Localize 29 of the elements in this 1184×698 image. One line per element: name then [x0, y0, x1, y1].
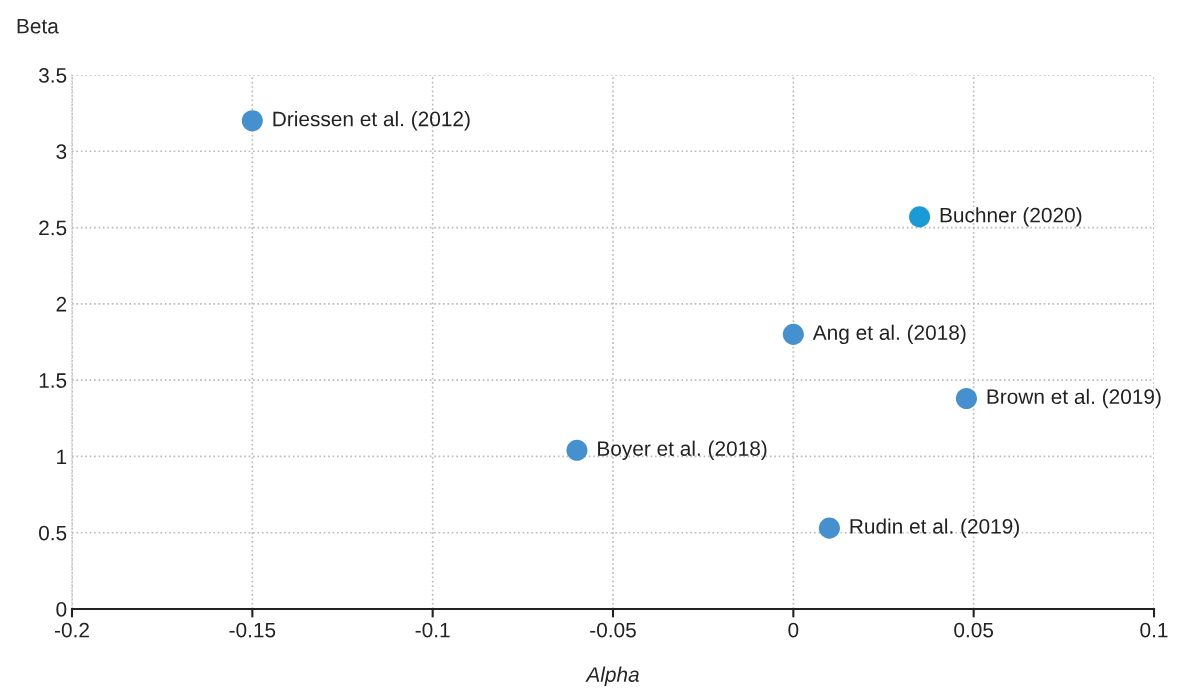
- y-tick-label: 3.5: [38, 68, 67, 83]
- annotation: Boyer et al. (2018): [598, 440, 767, 461]
- y-tick-label: 2.5: [39, 220, 67, 236]
- point: [818, 517, 840, 539]
- y-tick-label: 1: [57, 449, 67, 464]
- annotation: Buchner (2020): [940, 207, 1082, 227]
- y-tick-label: 2: [56, 296, 67, 312]
- x-axis-title: Alpha: [585, 666, 639, 687]
- point: [566, 439, 588, 461]
- x-tick-label: -0.1: [415, 622, 450, 638]
- x-tick-label: -0.05: [590, 622, 636, 638]
- point: [241, 110, 263, 132]
- x-tick-label: 0: [788, 622, 799, 638]
- y-tick-label: 0: [56, 602, 67, 617]
- point: [782, 323, 804, 345]
- annotation: Ang et al. (2018): [812, 324, 966, 345]
- annotation: Rudin et al. (2019): [850, 518, 1019, 538]
- point: [909, 206, 931, 228]
- x-tick-label: 0.1: [1140, 622, 1168, 638]
- annotation: Brown et al. (2019): [987, 388, 1161, 409]
- x-tick-label: -0.15: [229, 622, 276, 638]
- y-tick-label: 3: [56, 144, 67, 160]
- x-tick-label: -0.2: [54, 622, 89, 638]
- y-axis-title: Beta: [17, 18, 59, 34]
- y-tick-label: 0.5: [38, 525, 67, 541]
- x-tick-label: 0.05: [954, 622, 994, 638]
- annotation: Driessen et al. (2012): [273, 111, 470, 131]
- point: [955, 387, 977, 409]
- y-tick-label: 1.5: [39, 373, 67, 388]
